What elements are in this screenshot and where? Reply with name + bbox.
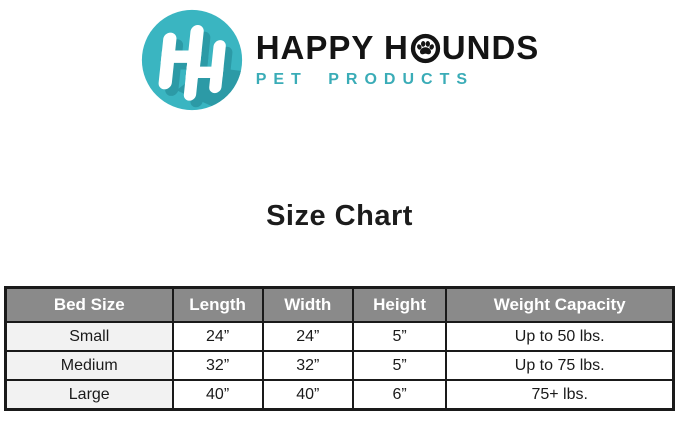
cell-width: 40” <box>261 379 354 411</box>
brand-wordmark: HAPPY H UNDS PET PRODUCTS <box>255 28 540 90</box>
size-table-container: Bed Size Length Width Height Weight Capa… <box>4 286 675 411</box>
cell-width: 24” <box>261 321 354 352</box>
col-header-length: Length <box>171 286 264 323</box>
brand-title-part1: HAPPY H <box>255 28 409 66</box>
cell-size-name: Medium <box>4 350 174 381</box>
col-header-bed-size: Bed Size <box>4 286 174 323</box>
cell-width: 32” <box>261 350 354 381</box>
brand-header: HAPPY H UNDS PET PRODUCTS <box>0 8 679 112</box>
cell-length: 24” <box>171 321 264 352</box>
cell-height: 6” <box>351 379 448 411</box>
cell-length: 40” <box>171 379 264 411</box>
cell-length: 32” <box>171 350 264 381</box>
table-row-medium: Medium 32” 32” 5” Up to 75 lbs. <box>4 350 675 381</box>
cell-weight-capacity: Up to 50 lbs. <box>445 321 675 352</box>
page-title: Size Chart <box>266 200 413 232</box>
cell-height: 5” <box>351 321 448 352</box>
table-row-small: Small 24” 24” 5” Up to 50 lbs. <box>4 321 675 352</box>
table-header-row: Bed Size Length Width Height Weight Capa… <box>4 286 675 323</box>
happy-hounds-logo-icon <box>141 9 242 111</box>
cell-weight-capacity: Up to 75 lbs. <box>445 350 675 381</box>
cell-height: 5” <box>351 350 448 381</box>
brand-subtitle: PET PRODUCTS <box>255 71 475 89</box>
paw-print-icon <box>410 34 440 64</box>
cell-size-name: Large <box>4 379 174 411</box>
brand-title: HAPPY H UNDS <box>255 28 540 66</box>
cell-weight-capacity: 75+ lbs. <box>445 379 675 411</box>
col-header-weight-capacity: Weight Capacity <box>445 286 675 323</box>
col-header-height: Height <box>351 286 448 323</box>
table-row-large: Large 40” 40” 6” 75+ lbs. <box>4 379 675 411</box>
cell-size-name: Small <box>4 321 174 352</box>
size-table: Bed Size Length Width Height Weight Capa… <box>4 286 675 411</box>
brand-title-part2: UNDS <box>441 28 540 66</box>
col-header-width: Width <box>261 286 354 323</box>
